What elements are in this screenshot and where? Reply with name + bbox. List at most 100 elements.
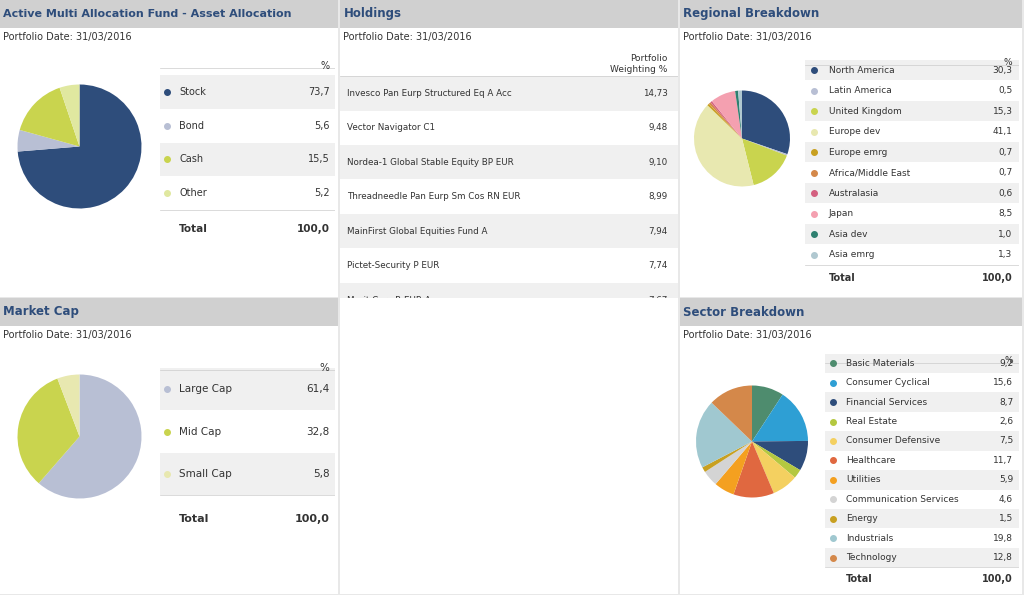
Text: 2,23: 2,23 [648, 537, 668, 546]
FancyBboxPatch shape [805, 142, 1019, 162]
Text: 1,5: 1,5 [999, 514, 1013, 523]
Text: 2,90: 2,90 [648, 502, 668, 511]
Wedge shape [752, 386, 782, 441]
Text: 15,6: 15,6 [993, 378, 1013, 387]
Wedge shape [694, 105, 754, 186]
Text: 100,0: 100,0 [982, 273, 1013, 283]
Wedge shape [738, 90, 742, 139]
Text: Portfolio Date: 31/03/2016: Portfolio Date: 31/03/2016 [683, 32, 812, 42]
Wedge shape [742, 139, 786, 185]
Text: 9,48: 9,48 [648, 123, 668, 132]
Text: 0,7: 0,7 [998, 168, 1013, 177]
Text: Invesco Pan Eurp Structured Eq A Acc: Invesco Pan Eurp Structured Eq A Acc [347, 89, 512, 98]
Wedge shape [752, 441, 800, 478]
Wedge shape [702, 441, 752, 472]
Wedge shape [19, 88, 80, 146]
Text: Vector Navigator C1: Vector Navigator C1 [347, 123, 435, 132]
Text: Holdings: Holdings [343, 8, 401, 20]
Wedge shape [735, 90, 742, 139]
FancyBboxPatch shape [825, 353, 1019, 373]
Text: 4,37: 4,37 [648, 433, 668, 443]
Text: Threadneedle Pan Eurp Sm Cos RN EUR: Threadneedle Pan Eurp Sm Cos RN EUR [347, 192, 520, 201]
Wedge shape [39, 374, 141, 499]
Text: Consumer Cyclical: Consumer Cyclical [847, 378, 930, 387]
Text: 12,8: 12,8 [993, 553, 1013, 562]
Text: Real Estate: Real Estate [847, 417, 897, 426]
Text: 30,3: 30,3 [992, 65, 1013, 75]
Text: Cash: Cash [179, 155, 204, 164]
Wedge shape [742, 139, 787, 156]
Text: 61,4: 61,4 [306, 384, 330, 394]
FancyBboxPatch shape [825, 450, 1019, 470]
Text: Portfolio Date: 31/03/2016: Portfolio Date: 31/03/2016 [343, 32, 472, 42]
FancyBboxPatch shape [160, 75, 335, 109]
FancyBboxPatch shape [160, 109, 335, 143]
Text: Healthcare: Healthcare [847, 456, 896, 465]
Text: 4,78: 4,78 [648, 399, 668, 408]
Text: Japan: Japan [828, 209, 854, 218]
Wedge shape [708, 104, 742, 139]
FancyBboxPatch shape [805, 183, 1019, 203]
Text: 7,74: 7,74 [648, 261, 668, 270]
Text: MainFirst Global Equities Fund A: MainFirst Global Equities Fund A [347, 227, 487, 236]
Text: %: % [1004, 58, 1013, 67]
Text: 100,0: 100,0 [297, 224, 330, 234]
Text: 1,0: 1,0 [998, 230, 1013, 239]
FancyBboxPatch shape [825, 470, 1019, 490]
FancyBboxPatch shape [805, 60, 1019, 80]
FancyBboxPatch shape [825, 412, 1019, 431]
Text: 7,5: 7,5 [999, 437, 1013, 446]
Text: Latin America: Latin America [828, 86, 891, 95]
Text: Communication Services: Communication Services [847, 495, 958, 504]
Wedge shape [709, 102, 742, 139]
Text: BGF World Mining A2: BGF World Mining A2 [347, 433, 438, 443]
Text: Portfolio Date: 31/03/2016: Portfolio Date: 31/03/2016 [3, 330, 132, 340]
Text: Market Cap: Market Cap [3, 305, 79, 318]
Text: Utilities: Utilities [847, 475, 881, 484]
Text: Quest Cleantech B: Quest Cleantech B [347, 502, 428, 511]
Text: Deutsche Invest I German Eq LC: Deutsche Invest I German Eq LC [347, 399, 487, 408]
Text: 0,7: 0,7 [998, 148, 1013, 156]
Text: Basic Materials: Basic Materials [847, 359, 914, 368]
Wedge shape [752, 441, 808, 470]
FancyBboxPatch shape [340, 352, 678, 386]
Text: 5,9: 5,9 [999, 475, 1013, 484]
Text: 4,22: 4,22 [649, 468, 668, 477]
Text: Total: Total [847, 574, 873, 584]
Text: Europe dev: Europe dev [828, 127, 880, 136]
FancyBboxPatch shape [805, 245, 1019, 265]
Text: Thyld 6,00% 01/02/21: Thyld 6,00% 01/02/21 [347, 537, 443, 546]
Text: Total: Total [179, 224, 208, 234]
FancyBboxPatch shape [340, 76, 678, 111]
Wedge shape [711, 101, 742, 139]
Text: 4,6: 4,6 [999, 495, 1013, 504]
Text: 7,94: 7,94 [648, 227, 668, 236]
Text: 14,73: 14,73 [643, 89, 668, 98]
Text: 4,91: 4,91 [649, 365, 668, 374]
Wedge shape [712, 386, 752, 441]
Text: Merit Care R EUR Acc: Merit Care R EUR Acc [347, 296, 440, 305]
Text: 0,6: 0,6 [998, 189, 1013, 198]
Text: Financial Services: Financial Services [847, 397, 928, 406]
Text: RAM (Lux) Sys L/S European Eq B: RAM (Lux) Sys L/S European Eq B [347, 468, 493, 477]
Text: 2,21: 2,21 [649, 571, 668, 580]
Text: Australasia: Australasia [828, 189, 879, 198]
Text: Bond: Bond [179, 121, 204, 131]
Wedge shape [742, 90, 790, 154]
Text: North America: North America [828, 65, 894, 75]
Text: United Kingdom: United Kingdom [828, 107, 901, 116]
Text: 15,5: 15,5 [308, 155, 330, 164]
Text: Mid Cap: Mid Cap [179, 427, 221, 437]
Text: 8,7: 8,7 [999, 397, 1013, 406]
FancyBboxPatch shape [340, 421, 678, 455]
Wedge shape [57, 374, 80, 437]
FancyBboxPatch shape [805, 224, 1019, 245]
Wedge shape [716, 441, 752, 494]
Wedge shape [752, 441, 795, 493]
FancyBboxPatch shape [825, 373, 1019, 392]
Text: Industrials: Industrials [847, 534, 894, 543]
Wedge shape [59, 84, 80, 146]
FancyBboxPatch shape [160, 176, 335, 210]
Text: Energy: Energy [847, 514, 879, 523]
FancyBboxPatch shape [160, 368, 335, 411]
